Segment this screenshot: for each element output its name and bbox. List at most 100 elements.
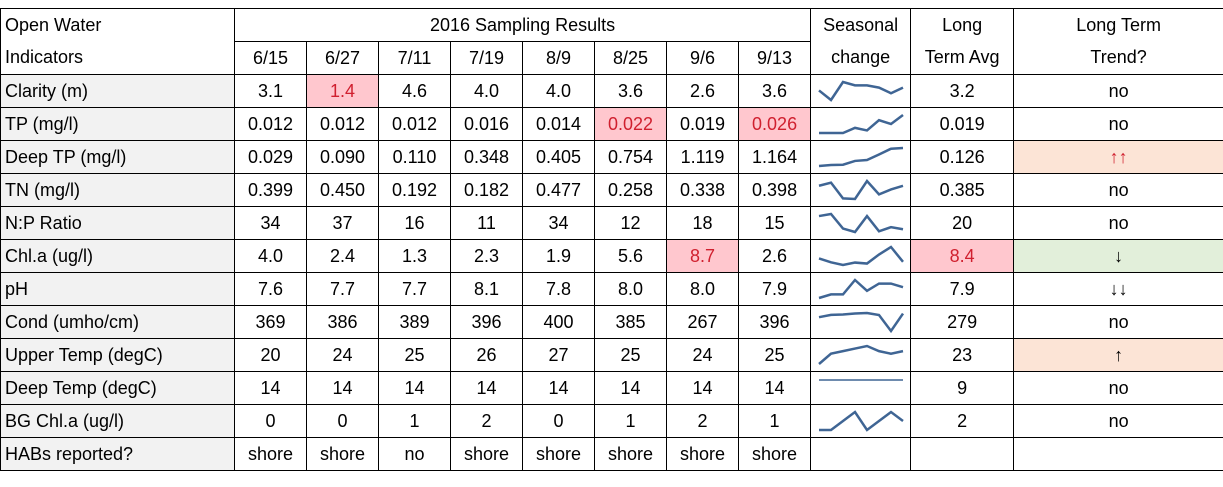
- cell: Upper Temp (degC): [0, 338, 235, 372]
- cell: 11: [450, 206, 523, 240]
- cell: 4.0: [234, 239, 307, 273]
- cell: 2: [450, 404, 523, 438]
- cell: [810, 404, 912, 438]
- sparkline: [817, 80, 904, 102]
- cell: shore: [450, 437, 523, 471]
- cell: 1: [378, 404, 451, 438]
- cell: ↓: [1013, 239, 1223, 273]
- cell: 7.7: [306, 272, 379, 306]
- cell: 14: [522, 371, 595, 405]
- cell: 0.090: [306, 140, 379, 174]
- cell: 24: [306, 338, 379, 372]
- cell: HABs reported?: [0, 437, 235, 471]
- cell: no: [1013, 74, 1223, 108]
- cell: 2.6: [666, 74, 739, 108]
- cell: 396: [737, 305, 812, 339]
- cell: 15: [737, 206, 812, 240]
- cell: 9/6: [666, 41, 739, 75]
- cell: 7.6: [234, 272, 307, 306]
- header-cell: Long: [910, 8, 1015, 42]
- cell: 2: [666, 404, 739, 438]
- cell: 0.754: [594, 140, 667, 174]
- cell: shore: [594, 437, 667, 471]
- cell: [810, 338, 912, 372]
- cell: 396: [450, 305, 523, 339]
- header-cell: Seasonal: [810, 8, 912, 42]
- cell: [910, 437, 1015, 471]
- data-row: HABs reported? shore shore no shore shore shor…: [0, 437, 1223, 471]
- cell: change: [810, 41, 912, 75]
- cell: 12: [594, 206, 667, 240]
- cell: 14: [450, 371, 523, 405]
- cell: 14: [594, 371, 667, 405]
- cell: [810, 206, 912, 240]
- cell: 0.012: [306, 107, 379, 141]
- cell: ↑↑: [1013, 140, 1223, 174]
- header-cell: Indicators: [0, 41, 235, 75]
- cell: 24: [666, 338, 739, 372]
- cell: TP (mg/l): [0, 107, 235, 141]
- cell: 14: [234, 371, 307, 405]
- sparkline-path: [818, 278, 903, 300]
- header-cell: 2016 Sampling Results: [233, 8, 812, 42]
- cell: 23: [910, 338, 1015, 372]
- cell: 20: [234, 338, 307, 372]
- data-row: Cond (umho/cm) 369 386 389 396 400 385 267 396 27…: [0, 305, 1223, 339]
- cell: 27: [522, 338, 595, 372]
- cell: TN (mg/l): [0, 173, 235, 207]
- cell: shore: [306, 437, 379, 471]
- data-row: BG Chl.a (ug/l) 0 0 1 2 0 1 2 1 2 no: [0, 404, 1223, 438]
- cell: [810, 305, 912, 339]
- cell: Clarity (m): [0, 74, 235, 108]
- cell: 0: [234, 404, 307, 438]
- data-row: N:P Ratio 34 37 16 11 34 12 18 15 20 no: [0, 206, 1223, 240]
- cell: 0.192: [378, 173, 451, 207]
- cell: 4.0: [450, 74, 523, 108]
- cell: 0.110: [378, 140, 451, 174]
- cell: 267: [666, 305, 739, 339]
- cell: 2.4: [306, 239, 379, 273]
- cell: shore: [666, 437, 739, 471]
- sparkline: [818, 278, 903, 300]
- cell: shore: [737, 437, 812, 471]
- cell: 4.0: [522, 74, 595, 108]
- cell: 0.258: [594, 173, 667, 207]
- cell: 2.3: [450, 239, 523, 273]
- cell: 385: [594, 305, 667, 339]
- cell: 25: [594, 338, 667, 372]
- cell: 25: [737, 338, 812, 372]
- cell: [810, 371, 912, 405]
- header-cell: Open Water: [0, 8, 235, 42]
- sparkline: [818, 146, 903, 168]
- cell: 7/11: [378, 41, 451, 75]
- cell: 1: [594, 404, 667, 438]
- cell: N:P Ratio: [0, 206, 235, 240]
- cell: 3.1: [234, 74, 307, 108]
- cell: 9: [910, 371, 1015, 405]
- cell: [810, 239, 912, 273]
- cell: 0.012: [378, 107, 451, 141]
- cell: 9/13: [737, 41, 812, 75]
- cell: 3.2: [910, 74, 1015, 108]
- cell: no: [1013, 371, 1223, 405]
- data-row: Deep TP (mg/l) 0.029 0.090 0.110 0.348 0.405 0…: [0, 140, 1223, 174]
- table-body: Open Water 2016 Sampling Results Seasona…: [0, 8, 1223, 471]
- cell: 0.022: [594, 107, 667, 141]
- sparkline-path: [818, 146, 903, 168]
- cell: no: [378, 437, 451, 471]
- data-row: pH 7.6 7.7 7.7 8.1 7.8 8.0 8.0 7.9 7.9 ↓↓: [0, 272, 1223, 306]
- cell: 14: [378, 371, 451, 405]
- cell: 0.016: [450, 107, 523, 141]
- cell: 0.348: [450, 140, 523, 174]
- cell: 0.405: [522, 140, 595, 174]
- cell: 2.6: [737, 239, 812, 273]
- sparkline: [818, 178, 903, 201]
- cell: 14: [737, 371, 812, 405]
- cell: 6/15: [234, 41, 307, 75]
- cell: 0.398: [737, 173, 812, 207]
- cell: no: [1013, 173, 1223, 207]
- cell: 14: [666, 371, 739, 405]
- cell: 0.019: [910, 107, 1015, 141]
- cell: [810, 272, 912, 306]
- data-row: Clarity (m) 3.1 1.4 4.6 4.0 4.0 3.6 2.6 3.6 3.2 no: [0, 74, 1223, 108]
